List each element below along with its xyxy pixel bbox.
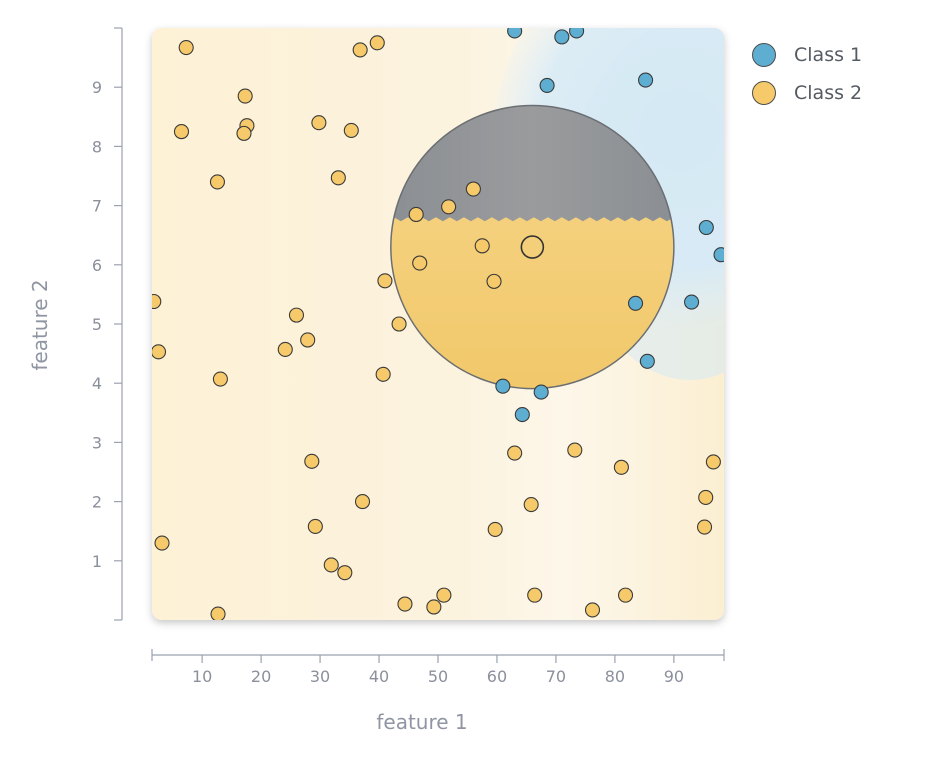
class2-point[interactable] (696, 519, 713, 535)
class2-point[interactable] (584, 602, 601, 618)
class2-point[interactable] (507, 445, 523, 461)
x-tick-label: 30 (310, 667, 330, 686)
class2-point[interactable] (352, 42, 368, 58)
class2-point[interactable] (288, 307, 305, 323)
class2-point[interactable] (304, 453, 320, 469)
class1-point[interactable] (554, 29, 570, 45)
class2-point[interactable] (408, 206, 424, 223)
class1-points (495, 24, 728, 423)
class2-point[interactable] (474, 238, 490, 254)
class2-point[interactable] (237, 88, 253, 104)
x-axis: 10 20 30 40 50 60 70 80 90 (151, 649, 725, 686)
class2-point[interactable] (436, 587, 452, 603)
class2-point[interactable] (698, 489, 714, 506)
class2-point[interactable] (397, 596, 413, 612)
class1-point[interactable] (495, 378, 511, 394)
class1-point[interactable] (638, 72, 654, 88)
class2-point[interactable] (486, 273, 502, 289)
x-tick-label: 20 (251, 667, 271, 686)
class2-point[interactable] (369, 35, 385, 51)
lens-center-marker[interactable] (520, 235, 545, 259)
y-axis: 1 2 3 4 5 6 7 8 9 (92, 27, 123, 621)
class2-point[interactable] (426, 599, 442, 615)
class2-point[interactable] (527, 587, 543, 603)
class1-point[interactable] (533, 384, 549, 400)
class2-point[interactable] (337, 565, 353, 581)
class2-point[interactable] (412, 255, 428, 271)
class2-point[interactable] (311, 115, 327, 131)
class1-swatch (752, 43, 776, 67)
class2-point[interactable] (212, 371, 228, 387)
x-axis-title: feature 1 (376, 710, 467, 734)
class2-point[interactable] (567, 442, 583, 458)
class2-points (147, 35, 721, 621)
class2-point[interactable] (277, 341, 293, 358)
lens-class1-half (390, 105, 674, 222)
lens-border (390, 104, 675, 390)
class2-point[interactable] (487, 521, 503, 537)
legend-label: Class 2 (794, 82, 863, 104)
y-tick-label: 7 (92, 197, 102, 216)
class2-point[interactable] (705, 454, 721, 470)
magnifier-lens[interactable] (390, 104, 675, 390)
legend: Class 1 Class 2 (752, 36, 862, 112)
class1-point[interactable] (698, 219, 714, 236)
x-tick-label: 40 (369, 667, 389, 686)
class2-point[interactable] (210, 606, 226, 621)
class1-point[interactable] (713, 247, 728, 263)
class2-point[interactable] (178, 39, 194, 56)
y-tick-label: 9 (92, 78, 102, 97)
y-tick-label: 1 (92, 552, 102, 571)
x-tick-label: 10 (192, 667, 212, 686)
class2-point[interactable] (375, 366, 391, 382)
class2-point[interactable] (147, 293, 162, 310)
class2-point[interactable] (330, 170, 346, 186)
class2-point[interactable] (441, 199, 457, 215)
y-tick-label: 4 (92, 374, 102, 393)
class2-point[interactable] (465, 181, 481, 197)
class2-point[interactable] (523, 497, 539, 513)
class2-point[interactable] (343, 122, 359, 138)
class1-point[interactable] (569, 24, 585, 39)
y-tick-label: 8 (92, 137, 102, 156)
plot-area (147, 24, 728, 621)
class2-point[interactable] (154, 535, 170, 551)
class1-point[interactable] (684, 294, 700, 310)
class2-point[interactable] (354, 494, 371, 510)
x-tick-label: 50 (428, 667, 448, 686)
class2-point[interactable] (173, 124, 190, 140)
class2-point[interactable] (391, 316, 407, 332)
class2-point[interactable] (151, 344, 167, 360)
y-tick-label: 6 (92, 256, 102, 275)
x-tick-label: 90 (664, 667, 684, 686)
class2-point[interactable] (617, 587, 634, 603)
class2-point[interactable] (236, 125, 252, 141)
class2-swatch (752, 81, 776, 105)
legend-label: Class 1 (794, 44, 863, 66)
y-axis-title: feature 2 (28, 279, 52, 370)
class1-point[interactable] (514, 407, 530, 423)
y-tick-label: 5 (92, 315, 102, 334)
class1-point[interactable] (627, 295, 644, 311)
legend-item-class2[interactable]: Class 2 (752, 74, 862, 112)
class2-point[interactable] (209, 174, 226, 190)
class1-point[interactable] (639, 353, 655, 369)
y-tick-label: 2 (92, 493, 102, 512)
class2-point[interactable] (323, 557, 339, 573)
x-tick-label: 70 (546, 667, 566, 686)
class2-point[interactable] (377, 273, 393, 289)
y-tick-label: 3 (92, 433, 102, 452)
class2-point[interactable] (307, 518, 323, 535)
class1-point[interactable] (507, 24, 523, 39)
class2-point[interactable] (613, 459, 629, 475)
x-tick-label: 80 (605, 667, 625, 686)
x-tick-label: 60 (487, 667, 507, 686)
class1-point[interactable] (539, 77, 555, 93)
legend-item-class1[interactable]: Class 1 (752, 36, 862, 74)
class2-point[interactable] (300, 332, 316, 348)
